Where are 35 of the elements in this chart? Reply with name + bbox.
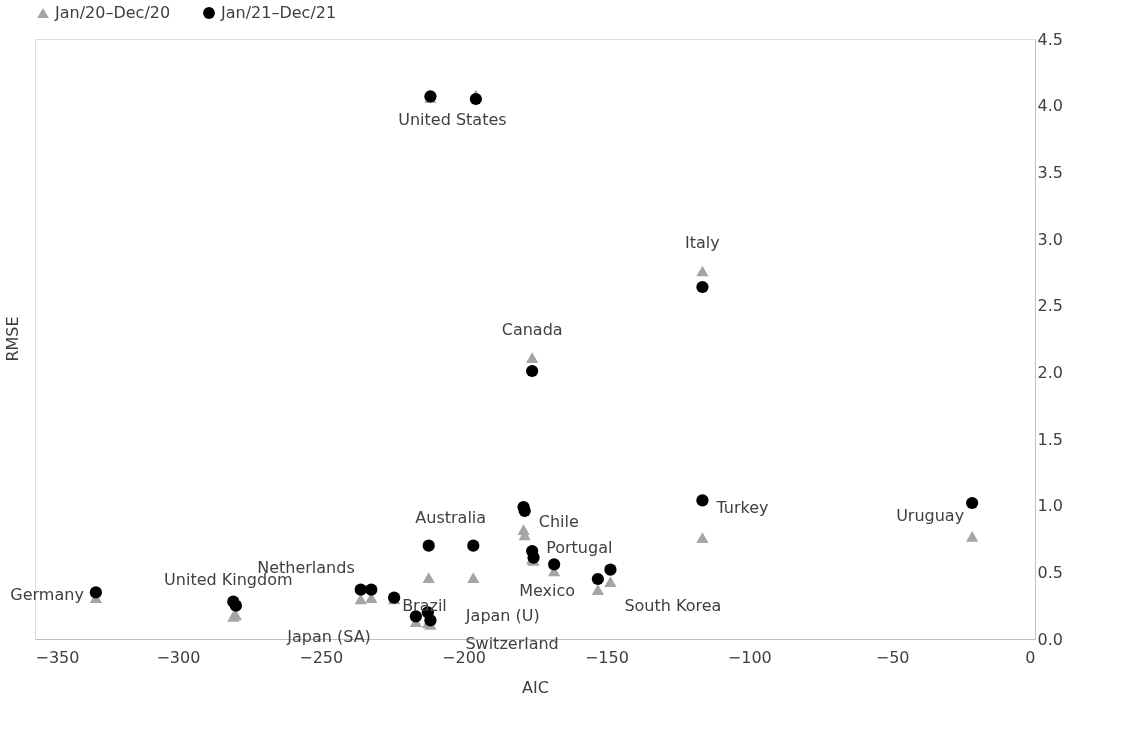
annotation: Canada (501, 319, 563, 339)
annotation: Australia (415, 507, 487, 527)
annotation: Portugal (546, 538, 613, 557)
annotation: Japan (SA) (286, 626, 371, 646)
x-tick-label: −50 (875, 647, 910, 667)
y-tick-label: 3.5 (1037, 162, 1063, 182)
legend-label: Jan/21–Dec/21 (220, 3, 337, 22)
annotation: Mexico (519, 581, 576, 600)
annotation: South Korea (624, 595, 722, 615)
annotation: Uruguay (896, 506, 965, 526)
annotation: Brazil (402, 595, 447, 615)
y-axis-title: RMSE (3, 316, 22, 362)
annotation: Italy (685, 233, 720, 252)
y-tick-label: 4.5 (1037, 29, 1063, 49)
annotation: Germany (10, 585, 84, 604)
y-tick-label: 0.0 (1037, 629, 1063, 649)
annotation: Japan (U) (464, 606, 540, 626)
annotation: Chile (538, 511, 579, 531)
legend-label: Jan/20–Dec/20 (54, 3, 171, 22)
x-axis-title: AIC (522, 677, 549, 697)
y-tick-label: 1.5 (1037, 429, 1063, 449)
x-tick-label: −300 (156, 647, 201, 667)
annotation: Turkey (715, 497, 769, 517)
annotation: United States (398, 110, 507, 130)
y-tick-label: 1.0 (1037, 496, 1063, 516)
y-tick-label: 4.0 (1037, 96, 1063, 116)
y-tick-label: 2.5 (1037, 296, 1063, 316)
y-tick-label: 2.0 (1037, 362, 1063, 382)
x-tick-label: −150 (584, 647, 629, 667)
x-tick-label: −100 (727, 647, 772, 667)
y-tick-label: 3.0 (1037, 229, 1063, 249)
x-tick-label: −350 (35, 647, 80, 667)
x-tick-label: 0 (1025, 647, 1036, 667)
x-tick-label: −250 (299, 647, 344, 667)
y-tick-label: 0.5 (1037, 562, 1063, 582)
